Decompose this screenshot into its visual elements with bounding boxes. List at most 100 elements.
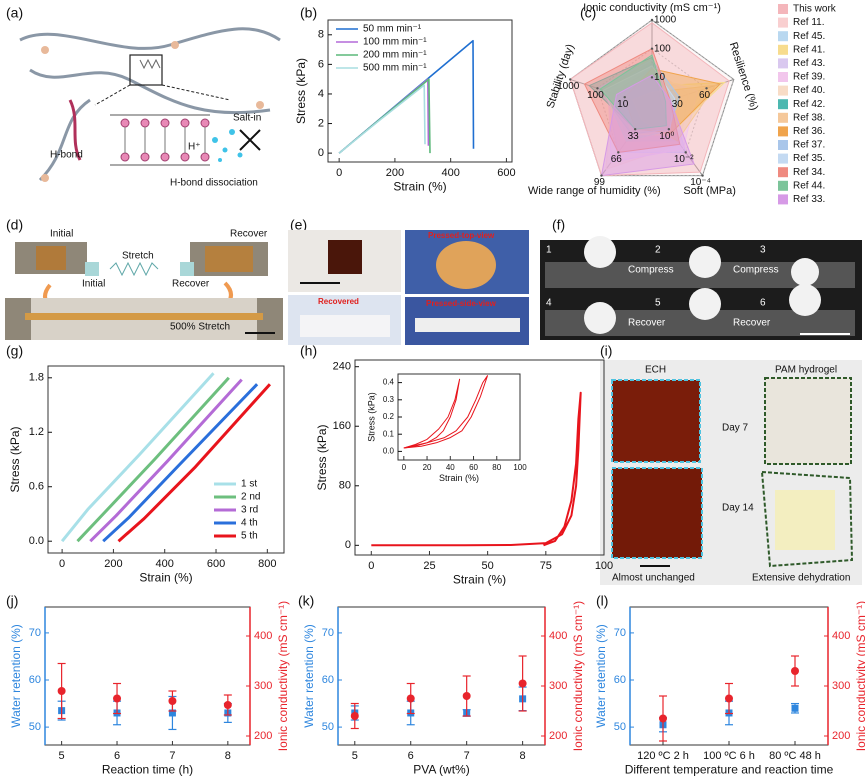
panel-label: (g) [6, 343, 23, 359]
schematic-a-part [124, 127, 206, 153]
y2-tick-label: 300 [832, 680, 850, 692]
marker [725, 694, 733, 703]
legend-swatch [778, 194, 788, 205]
photo-d: Initial Recover Stretch Initial Recover … [5, 229, 283, 340]
line-series [338, 84, 426, 154]
marker [462, 692, 471, 700]
panel-label: (k) [298, 593, 314, 609]
legend-swatch [778, 58, 788, 69]
legend-swatch [778, 167, 788, 178]
x-tick-label: 0 [368, 560, 374, 572]
axis-tick [650, 76, 654, 79]
legend-label: Ref 33. [793, 194, 825, 205]
marker [518, 679, 527, 688]
legend-label: Ref 40. [793, 85, 825, 96]
annotation: Recovered [318, 297, 359, 306]
photo-e: Pressed-top-view Recovered Pressed-side-… [288, 230, 529, 345]
marker [406, 694, 415, 703]
legend-swatch [778, 140, 788, 150]
photo-d-part [25, 313, 263, 320]
x-tick-label: 6 [408, 750, 414, 762]
annotation: Extensive dehydration [752, 573, 850, 584]
panel-label: (a) [6, 5, 23, 21]
panel-label: (c) [580, 5, 596, 21]
annotation: Pressed-side-view [426, 299, 497, 308]
panel-label: (h) [300, 343, 317, 359]
photo-f-part [791, 258, 819, 286]
y-tick-label: 4 [318, 88, 324, 100]
x-tick-label: 80 ºC 48 h [769, 750, 821, 762]
y2-tick-label: 200 [832, 730, 850, 742]
plot-frame [354, 359, 605, 556]
y-axis-label: Stress (kPa) [315, 424, 329, 490]
axis-tick-label: 1000 [654, 15, 677, 26]
legend-label: Ref 37. [793, 140, 825, 151]
schematic-a-part-part [229, 129, 235, 135]
y-axis-label: Stress (kPa) [8, 426, 22, 492]
x-tick-label: 800 [258, 558, 276, 570]
y-tick-label: 0.6 [29, 481, 44, 493]
schematic-a-part-part [212, 137, 218, 143]
legend-label: This work [793, 4, 837, 15]
y-tick-label: 8 [318, 29, 324, 41]
axis-tick [705, 87, 708, 90]
x-axis-label: Strain (%) [439, 473, 479, 483]
schematic-a-part-part [140, 118, 150, 128]
schematic-a-part-part [218, 158, 222, 162]
photo-i-part [611, 379, 701, 463]
axis-tick [650, 18, 654, 22]
schematic-a-part [29, 68, 271, 115]
x-tick-label: 25 [423, 560, 435, 572]
x-tick-label: 120 ºC 2 h [637, 750, 689, 762]
photo-f-part [584, 236, 616, 268]
schematic-a-part-part [120, 118, 130, 128]
annotation: ECH [645, 365, 666, 376]
photo-e-part [300, 315, 390, 337]
y2-tick-label: 400 [254, 630, 272, 642]
schematic-a-part-part [160, 118, 170, 128]
schematic-a-part [94, 84, 231, 106]
axis-label: Resilience (%) [727, 41, 760, 112]
x-axis-label: Reaction time (h) [102, 762, 193, 776]
y2-axis-label: Ionic conductivity (mS cm⁻¹) [571, 601, 585, 751]
x-tick-label: 7 [169, 750, 175, 762]
x-tick-label: 50 [482, 560, 494, 572]
x-tick-label: 100 [513, 463, 527, 472]
x-tick-label: 600 [497, 167, 515, 179]
marker [168, 709, 176, 717]
legend-swatch [778, 126, 788, 137]
y-tick-label: 0.0 [383, 447, 395, 456]
schematic-a-part-part [222, 147, 228, 153]
y-tick-label: 1.8 [29, 372, 44, 384]
schematic-a-part [239, 129, 261, 151]
axis-tick-label: 66 [611, 154, 623, 165]
plot-frame [44, 606, 251, 746]
photo-i-part [611, 467, 703, 559]
legend-label: 200 mm min⁻¹ [363, 50, 427, 61]
axis-tick-label: 33 [628, 131, 640, 142]
x-tick-label: 600 [207, 558, 225, 570]
photo-f-part [584, 302, 616, 334]
marker [350, 712, 359, 720]
legend-label: Ref 44. [793, 180, 825, 191]
axis-tick-label: 100 [654, 43, 671, 54]
legend-label: 100 mm min⁻¹ [363, 37, 427, 48]
x-tick-label: 40 [446, 463, 455, 472]
y-tick-label: 0.4 [383, 378, 395, 387]
axis-tick-label: 10⁻² [674, 154, 694, 165]
x-tick-label: 60 [469, 463, 478, 472]
annotation: Recover [733, 318, 771, 329]
y-tick-label: 160 [333, 420, 351, 432]
schematic-a-part [171, 41, 179, 49]
y-tick-label: 60 [29, 674, 41, 686]
y-tick-label: 50 [29, 721, 41, 733]
panel-label: (b) [300, 5, 317, 21]
photo-i: ECH PAM hydrogel Day 7 Day 14 Almost unc… [600, 360, 862, 585]
y-tick-label: 0 [345, 539, 351, 551]
axis-tick [617, 151, 620, 154]
legend-label: 5 th [241, 531, 258, 542]
annotation: H-bond [50, 150, 83, 161]
x-axis-label: PVA (wt%) [413, 762, 469, 776]
photo-e-part [415, 318, 520, 332]
